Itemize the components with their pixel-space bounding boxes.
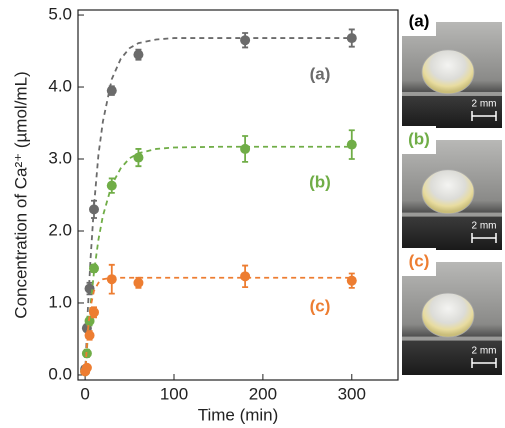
x-tick-label: 100 [160,384,188,403]
y-tick-label: 4.0 [48,77,72,96]
x-tick-label: 200 [249,384,277,403]
series-label: (a) [310,64,331,83]
series-label: (b) [309,172,331,191]
x-tick-label: 0 [80,384,89,403]
scale-label: 2 mm [472,221,497,232]
data-point [240,271,250,281]
data-point [89,204,99,214]
x-tick-label: 300 [338,384,366,403]
data-point [240,144,250,154]
data-point [107,86,117,96]
data-point [133,278,143,288]
photo-label: (a) [409,11,430,30]
data-point [133,50,143,60]
fit-line [85,38,352,375]
data-point [107,274,117,284]
photo-bead [422,50,474,94]
data-point [85,330,95,340]
page: Time (min) Concentration of Ca²⁺ (µmol/m… [0,0,505,428]
fit-line [85,278,352,375]
y-tick-label: 3.0 [48,148,72,167]
data-point [133,153,143,163]
plot-frame [78,10,398,380]
y-axis-label: Concentration of Ca²⁺ (µmol/mL) [11,71,30,318]
data-point [89,307,99,317]
photo-bead [422,293,474,337]
data-point [82,363,92,373]
x-axis-label: Time (min) [198,405,279,424]
photo-label: (c) [409,251,430,270]
data-point [240,35,250,45]
figure: Time (min) Concentration of Ca²⁺ (µmol/m… [0,0,505,428]
data-point [89,263,99,273]
photo-bead [422,170,474,214]
data-point [347,140,357,150]
y-tick-label: 0.0 [48,364,72,383]
data-point [107,181,117,191]
y-tick-label: 5.0 [48,5,72,24]
series-label: (c) [310,296,331,315]
scale-label: 2 mm [472,99,497,110]
photo-label: (b) [408,129,430,148]
y-tick-label: 2.0 [48,220,72,239]
data-point [347,33,357,43]
y-tick-label: 1.0 [48,292,72,311]
scale-label: 2 mm [472,346,497,357]
data-point [347,276,357,286]
